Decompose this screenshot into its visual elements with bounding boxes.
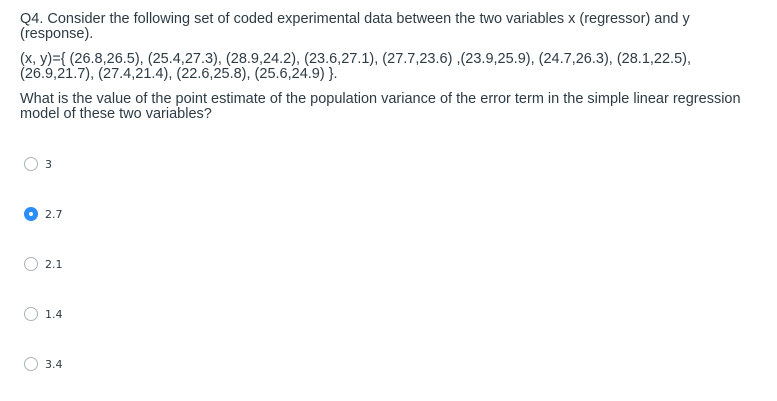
answer-label: 3.4	[45, 357, 63, 371]
answer-option-5[interactable]: 3.4	[24, 352, 63, 376]
radio-unselected-icon[interactable]	[24, 157, 38, 171]
answer-option-1[interactable]: 3	[24, 152, 52, 176]
answer-label: 2.7	[45, 207, 63, 221]
answer-option-2[interactable]: 2.7	[24, 202, 63, 226]
answer-label: 1.4	[45, 307, 63, 321]
answer-option-4[interactable]: 1.4	[24, 302, 63, 326]
radio-unselected-icon[interactable]	[24, 357, 38, 371]
radio-unselected-icon[interactable]	[24, 257, 38, 271]
question-prompt: What is the value of the point estimate …	[20, 91, 741, 122]
radio-selected-icon[interactable]	[24, 207, 38, 221]
question-block: Q4. Consider the following set of coded …	[20, 12, 760, 122]
radio-unselected-icon[interactable]	[24, 307, 38, 321]
question-data: (x, y)={ (26.8,26.5), (25.4,27.3), (28.9…	[20, 51, 692, 82]
answer-label: 3	[45, 157, 52, 171]
question-intro: Q4. Consider the following set of coded …	[20, 11, 690, 42]
answer-option-3[interactable]: 2.1	[24, 252, 63, 276]
answer-label: 2.1	[45, 257, 63, 271]
